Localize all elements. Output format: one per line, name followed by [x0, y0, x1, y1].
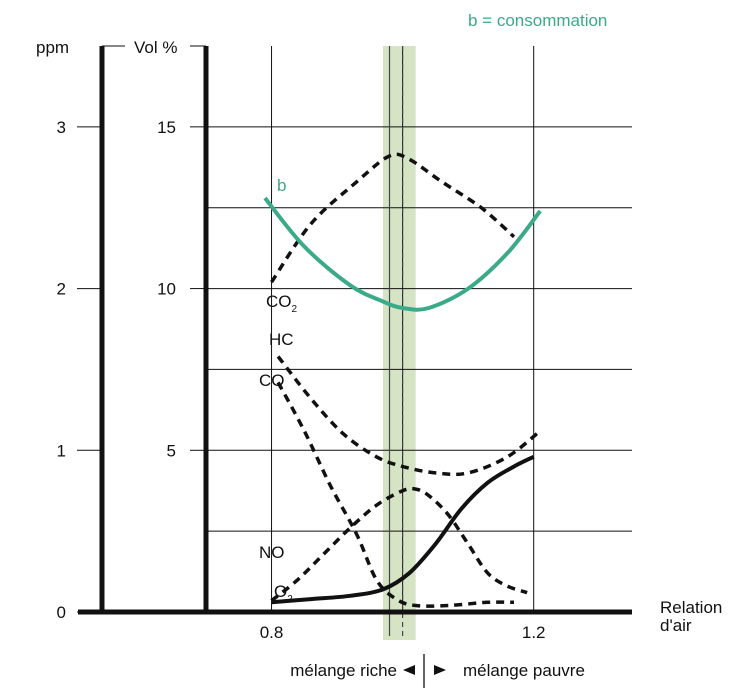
- lambda-reference-lines: [388, 46, 404, 636]
- axes: 0 1 2 3 5 10 15 0.8 1.2: [57, 45, 632, 642]
- x-axis-label-line1: Relation: [660, 598, 722, 617]
- subscript-2: 2: [292, 304, 298, 315]
- ppm-tick-label: 0: [57, 603, 66, 622]
- x-tick-label: 1.2: [522, 623, 546, 642]
- ppm-tick-label: 3: [57, 118, 66, 137]
- vol-tick-label: 10: [157, 280, 176, 299]
- series-label-co: CO: [259, 371, 285, 390]
- rich-lean-band: [382, 46, 416, 640]
- series-labels: b CO2 HC CO NO O2: [259, 176, 298, 605]
- mixture-divider: [403, 654, 446, 688]
- series-line-no: [270, 486, 528, 603]
- right-axis-label: Vol %: [134, 38, 177, 57]
- chart-labels: b = consommation ppm Vol % Relation d'ai…: [36, 11, 722, 688]
- ppm-tick-label: 2: [57, 280, 66, 299]
- series-line-co: [276, 381, 515, 608]
- vol-tick-label: 5: [167, 441, 176, 460]
- series-line-b: [263, 196, 542, 312]
- ppm-tick-label: 1: [57, 441, 66, 460]
- rich-mixture-note: mélange riche: [290, 661, 397, 680]
- series-label-co2: CO2: [266, 292, 298, 315]
- series-lines: [263, 152, 542, 608]
- series-line-co2: [270, 152, 516, 284]
- left-axis-label: ppm: [36, 38, 69, 57]
- arrow-left-icon: [403, 665, 415, 675]
- arrow-right-icon: [434, 665, 446, 675]
- x-tick-label: 0.8: [260, 623, 284, 642]
- subscript-2: 2: [287, 594, 293, 605]
- x-axis-label-line2: d'air: [660, 616, 692, 635]
- series-line-o2: [271, 454, 535, 605]
- series-label-no: NO: [259, 543, 285, 562]
- vol-tick-label: 15: [157, 118, 176, 137]
- chart-background: [382, 46, 416, 640]
- series-label-hc: HC: [269, 330, 294, 349]
- legend-note: b = consommation: [468, 11, 607, 30]
- gridlines: [206, 46, 632, 612]
- lean-mixture-note: mélange pauvre: [463, 661, 585, 680]
- series-label-b: b: [277, 176, 286, 195]
- series-line-hc: [276, 355, 542, 477]
